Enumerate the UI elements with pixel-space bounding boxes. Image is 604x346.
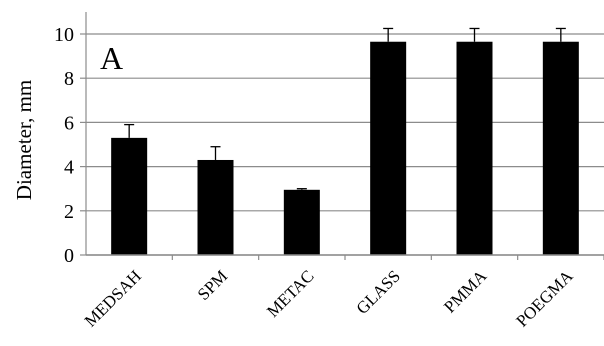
y-tick-label: 10 bbox=[54, 24, 74, 46]
y-tick-label: 8 bbox=[64, 68, 74, 90]
y-axis-title: Diameter, mm bbox=[12, 80, 36, 200]
bars bbox=[111, 41, 579, 255]
x-axis: MEDSAH SPM METAC GLASS PMMA POEGMA bbox=[81, 254, 604, 331]
y-tick-label: 6 bbox=[64, 112, 74, 134]
bar bbox=[542, 41, 579, 255]
x-category-label: PMMA bbox=[440, 266, 491, 317]
x-category-label: POEGMA bbox=[512, 266, 577, 331]
y-axis: 0 2 4 6 8 10 bbox=[54, 12, 87, 267]
panel-label: A bbox=[100, 40, 123, 76]
error-bars bbox=[124, 27, 566, 190]
x-category-label: MEDSAH bbox=[81, 266, 145, 330]
bar bbox=[456, 41, 493, 255]
x-category-label: SPM bbox=[194, 266, 231, 303]
bar bbox=[111, 137, 148, 255]
bar bbox=[283, 189, 320, 255]
gridlines bbox=[86, 33, 604, 256]
y-tick-label: 0 bbox=[64, 245, 74, 267]
y-tick-label: 2 bbox=[64, 201, 74, 223]
x-category-label: GLASS bbox=[352, 266, 404, 318]
bar bbox=[197, 159, 234, 255]
y-tick-label: 4 bbox=[64, 157, 74, 179]
x-category-label: METAC bbox=[263, 266, 318, 321]
bar bbox=[370, 41, 407, 255]
